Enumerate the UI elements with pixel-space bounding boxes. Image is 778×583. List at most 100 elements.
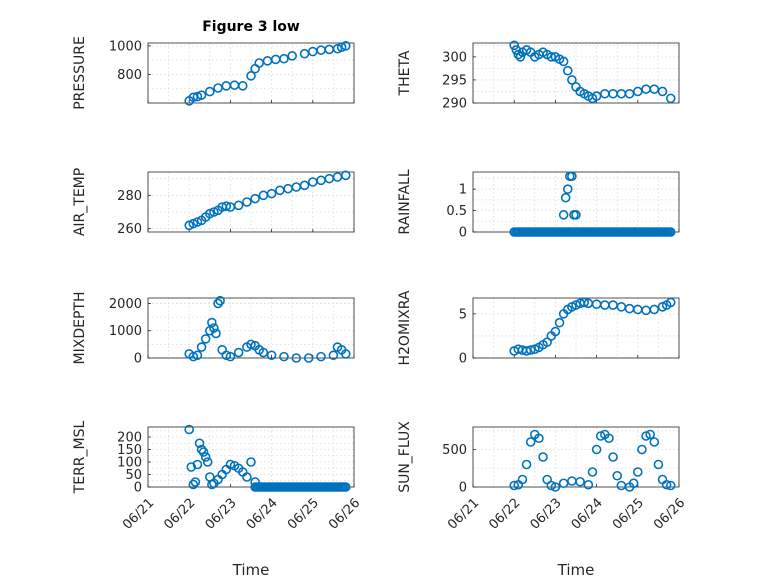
- y-tick-label: 300: [442, 50, 467, 65]
- data-point: [303, 353, 314, 363]
- axes-frame: [147, 171, 355, 233]
- y-tick-label: 800: [117, 68, 142, 83]
- x-tick-label: 06/23: [528, 496, 565, 533]
- data-point: [546, 480, 557, 491]
- data-point: [316, 175, 326, 186]
- data-point: [200, 334, 211, 344]
- data-point: [316, 45, 326, 55]
- x-tick-label: 06/22: [161, 496, 198, 533]
- axes-frame: [472, 426, 680, 488]
- y-tick-label: 150: [117, 443, 142, 458]
- y-tick-label: 5: [459, 307, 467, 322]
- data-point: [250, 477, 260, 487]
- data-point: [538, 452, 548, 462]
- data-point: [600, 300, 610, 310]
- data-point: [583, 479, 594, 490]
- y-axis-label: RAINFALL: [397, 169, 413, 234]
- y-tick-label: 260: [117, 222, 142, 237]
- y-tick-label: 50: [125, 468, 142, 483]
- data-point: [221, 81, 232, 91]
- data-point: [213, 83, 223, 93]
- data-point: [242, 472, 252, 482]
- data-point: [567, 171, 577, 182]
- axes-frame: [147, 297, 355, 359]
- data-point: [624, 303, 635, 314]
- y-tick-label: 0: [459, 481, 467, 496]
- y-tick-label: 0.5: [446, 204, 467, 219]
- data-point: [192, 91, 203, 102]
- y-axis-label: TERR_MSL: [72, 420, 88, 494]
- data-point: [525, 437, 536, 447]
- data-point: [211, 328, 221, 339]
- data-point: [665, 297, 676, 308]
- data-point: [246, 339, 256, 350]
- y-tick-label: 1000: [109, 39, 142, 54]
- data-point: [192, 350, 203, 361]
- y-tick-label: 1: [459, 183, 467, 198]
- data-point: [209, 323, 219, 333]
- data-point: [616, 88, 627, 99]
- x-tick-label: 06/26: [326, 496, 363, 533]
- data-point: [233, 200, 244, 211]
- data-point: [571, 210, 581, 220]
- x-tick-label: 06/25: [610, 496, 647, 533]
- data-point: [550, 482, 561, 492]
- data-point: [608, 88, 618, 99]
- data-point: [509, 40, 520, 51]
- data-point: [665, 227, 676, 237]
- data-point: [591, 444, 602, 455]
- data-point: [554, 317, 565, 328]
- data-point: [616, 302, 627, 312]
- data-point: [198, 447, 209, 457]
- data-point: [258, 347, 269, 358]
- data-point: [608, 300, 618, 310]
- data-point: [653, 459, 664, 470]
- data-point: [649, 84, 660, 94]
- data-point: [207, 317, 217, 328]
- data-point: [558, 478, 569, 489]
- data-point: [233, 347, 244, 358]
- data-point: [266, 350, 277, 361]
- x-tick-label: 06/21: [120, 496, 157, 533]
- data-point: [221, 201, 232, 211]
- data-point: [657, 86, 668, 97]
- data-point: [287, 51, 298, 61]
- data-point: [299, 180, 310, 191]
- y-axis-label: SUN_FLUX: [397, 421, 413, 493]
- data-point: [324, 44, 335, 55]
- data-point: [246, 457, 256, 467]
- y-tick-label: 0: [134, 352, 142, 367]
- y-tick-label: 1000: [109, 324, 142, 339]
- x-tick-label: 06/23: [203, 496, 240, 533]
- y-tick-label: 200: [117, 431, 142, 446]
- data-point: [562, 65, 573, 76]
- data-point: [283, 183, 293, 194]
- data-point: [291, 182, 302, 192]
- data-point: [612, 470, 623, 481]
- data-point: [225, 351, 236, 362]
- data-point: [316, 351, 326, 362]
- data-point: [595, 431, 606, 441]
- data-point: [196, 444, 207, 455]
- data-point: [641, 431, 651, 441]
- subplot-4: 0 0.5 1 RAINFALL: [397, 169, 680, 241]
- data-point: [188, 479, 199, 490]
- data-point: [637, 444, 647, 455]
- x-tick-label: 06/24: [244, 496, 281, 533]
- data-point: [511, 45, 522, 55]
- axes-frame: [472, 42, 680, 104]
- axes-frame: [147, 42, 355, 104]
- data-point: [237, 81, 248, 91]
- subplot-8: 0 500 06/21 06/22 06/23 06/24 06/25 06/26 Time SU…: [397, 421, 688, 579]
- data-point: [587, 467, 598, 477]
- data-point: [340, 482, 351, 492]
- subplot-5: 0 1000 2000 MIXDEPTH: [72, 292, 355, 367]
- y-tick-label: 0: [459, 352, 467, 367]
- data-point: [225, 459, 236, 470]
- data-point: [279, 351, 289, 362]
- data-point: [196, 90, 207, 100]
- data-point: [205, 86, 215, 97]
- data-point: [262, 56, 273, 66]
- data-point: [221, 350, 232, 361]
- data-point: [328, 350, 339, 361]
